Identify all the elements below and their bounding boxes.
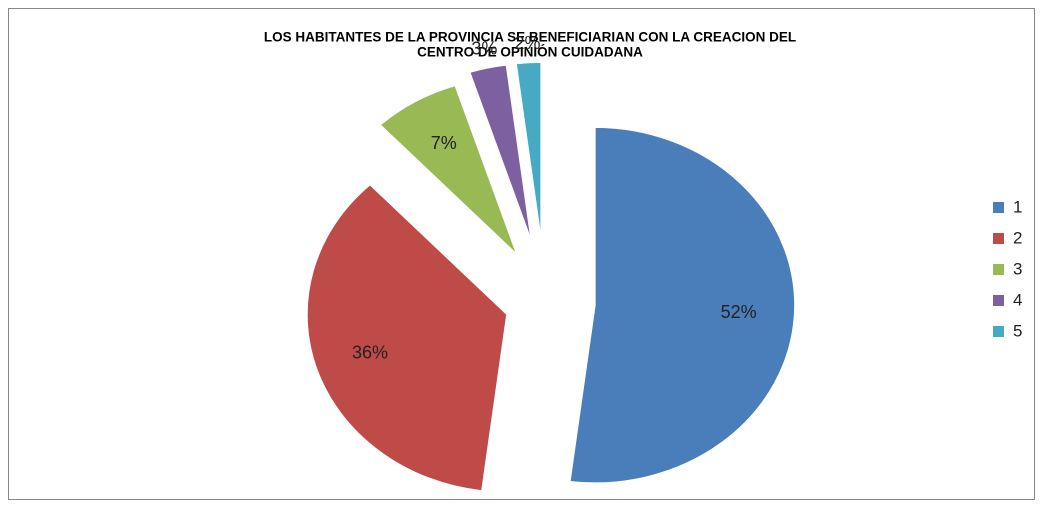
data-label: 2%	[515, 33, 541, 53]
pie-slice	[568, 126, 796, 484]
data-label: 3%	[471, 39, 497, 59]
legend-swatch	[993, 202, 1004, 213]
legend-swatch	[993, 233, 1004, 244]
legend-swatch	[993, 326, 1004, 337]
pie-slice	[378, 84, 518, 256]
data-label: 36%	[352, 343, 388, 363]
legend-label: 2	[1013, 228, 1022, 247]
legend-swatch	[993, 264, 1004, 275]
pie-slice	[515, 61, 542, 241]
pie-slice	[306, 183, 508, 492]
chart-title: LOS HABITANTES DE LA PROVINCIA SE BENEFI…	[264, 30, 796, 45]
legend-label: 5	[1013, 321, 1022, 340]
chart-title: CENTRO DE OPINIÓN CUIDADANA	[417, 45, 643, 60]
data-label: 52%	[721, 302, 757, 322]
legend-label: 1	[1013, 197, 1022, 216]
legend-label: 3	[1013, 259, 1022, 278]
data-label: 7%	[431, 133, 457, 153]
legend-swatch	[993, 295, 1004, 306]
legend-label: 4	[1013, 290, 1022, 309]
pie-slice	[468, 64, 533, 242]
